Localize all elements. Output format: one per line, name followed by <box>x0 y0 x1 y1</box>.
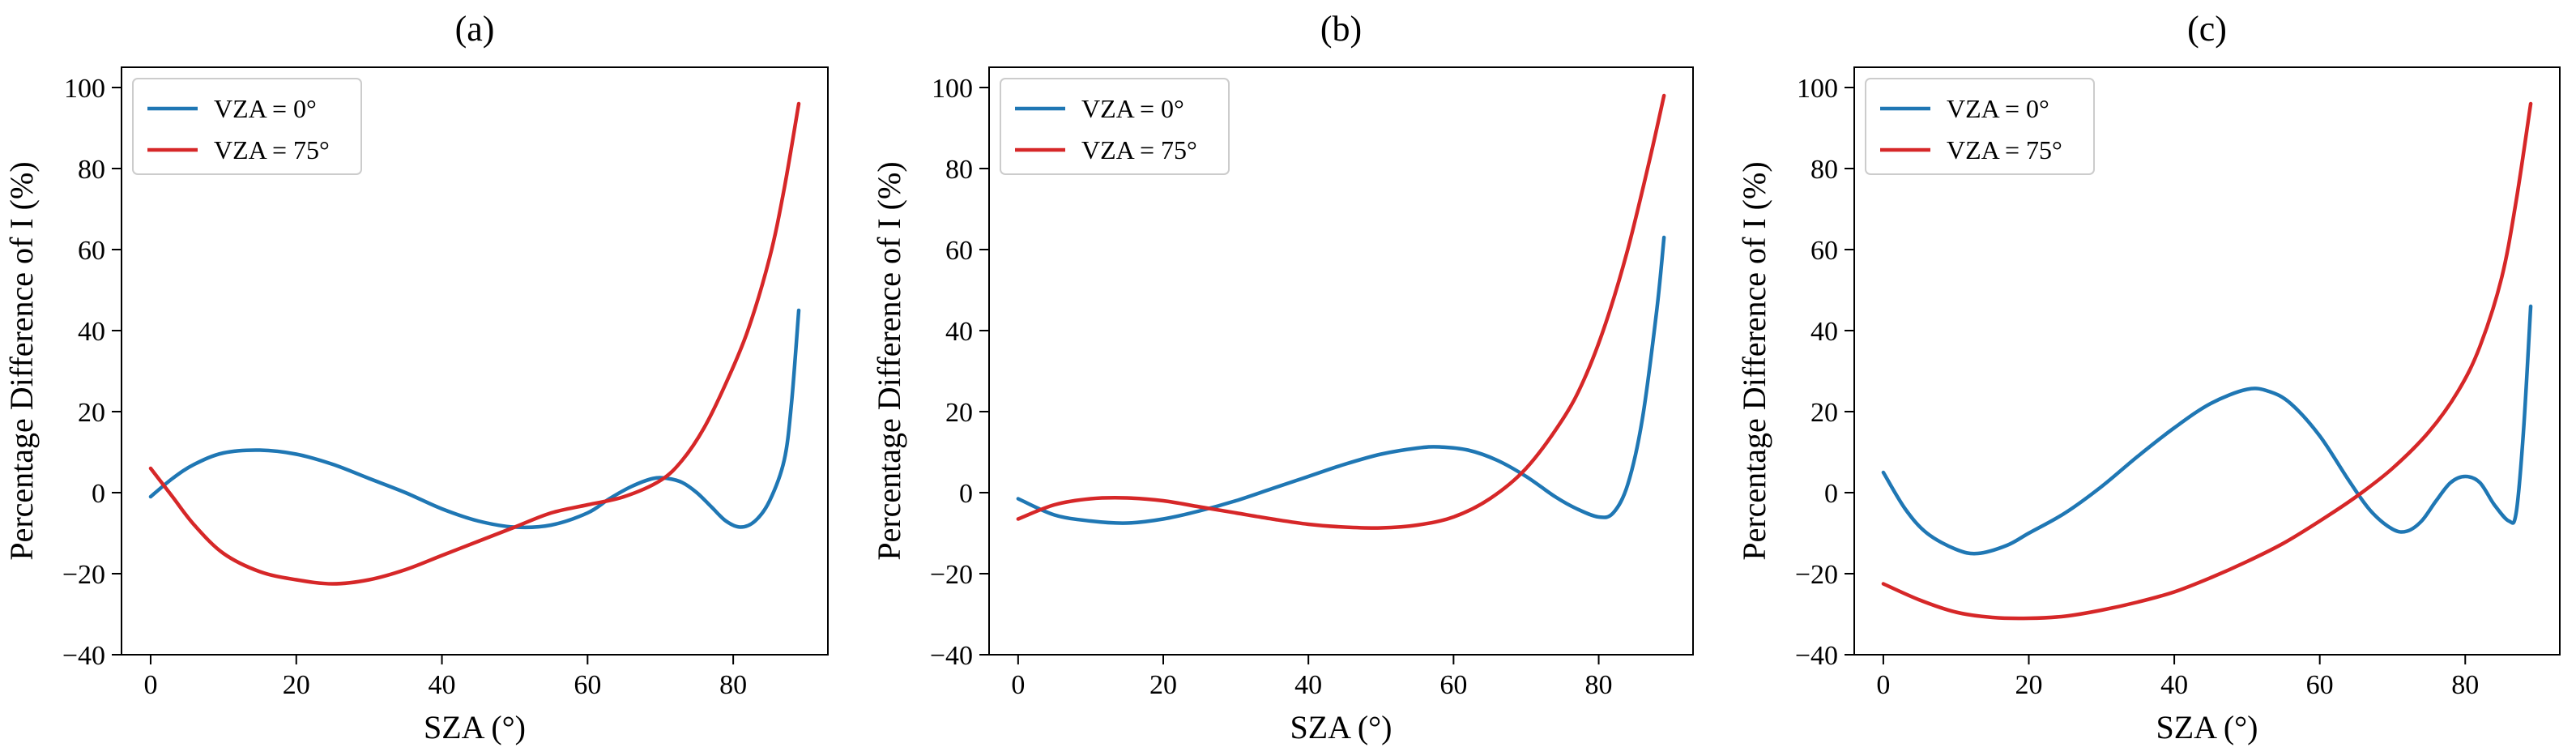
y-tick-label: −20 <box>930 560 973 590</box>
x-axis-label: SZA (°) <box>2156 709 2258 745</box>
legend: VZA = 0° VZA = 75° <box>1000 78 1230 175</box>
y-tick-label: 80 <box>1810 155 1838 185</box>
y-tick-label: −40 <box>1795 641 1838 671</box>
legend: VZA = 0° VZA = 75° <box>1865 78 2095 175</box>
y-tick-label: 40 <box>78 317 105 347</box>
x-tick-label: 20 <box>2015 670 2043 700</box>
y-tick-label: 0 <box>1824 479 1838 509</box>
x-tick-label: 40 <box>429 670 456 700</box>
y-axis-label: Percentage Difference of I (%) <box>871 161 907 560</box>
y-tick-label: 80 <box>78 155 105 185</box>
legend-label: VZA = 0° <box>1947 94 2049 123</box>
x-tick-label: 60 <box>574 670 601 700</box>
x-tick-label: 40 <box>2160 670 2188 700</box>
y-axis-label: Percentage Difference of I (%) <box>1736 161 1772 560</box>
series-line-vza-75 <box>1016 93 1666 530</box>
x-tick-label: 20 <box>283 670 310 700</box>
x-tick-label: 20 <box>1149 670 1177 700</box>
axes-frame <box>988 66 1694 656</box>
y-tick-label: −20 <box>62 560 105 590</box>
y-tick-label: −40 <box>62 641 105 671</box>
y-tick-label: 20 <box>1810 398 1838 428</box>
x-tick-label: 60 <box>2306 670 2334 700</box>
axes-frame <box>1853 66 2561 656</box>
legend-label: VZA = 75° <box>1947 135 2062 164</box>
y-tick-label: 0 <box>959 479 973 509</box>
y-tick-label: 20 <box>78 398 105 428</box>
panel-title: (b) <box>1320 9 1362 49</box>
y-tick-label: 20 <box>945 398 973 428</box>
panel-3: (c) 0 20 40 60 80 −40 −20 0 20 40 60 80 100 SZA (°) Per… <box>1736 9 2561 745</box>
y-tick-label: 0 <box>92 479 105 509</box>
y-tick-label: −20 <box>1795 560 1838 590</box>
series-line-vza-0 <box>148 308 801 530</box>
panel-2: (b) 0 20 40 60 80 −40 −20 0 20 40 60 80 100 SZA (°) Per… <box>871 9 1694 745</box>
y-tick-label: 40 <box>945 317 973 347</box>
x-axis-label: SZA (°) <box>424 709 526 745</box>
legend-label: VZA = 0° <box>214 94 317 123</box>
y-axis-label: Percentage Difference of I (%) <box>3 161 40 560</box>
x-axis-label: SZA (°) <box>1290 709 1392 745</box>
x-tick-label: 60 <box>1439 670 1467 700</box>
legend-label: VZA = 0° <box>1081 94 1184 123</box>
panel-1: (a) 0 20 40 60 80 −40 −20 0 20 40 60 80 100 SZA (°) Per… <box>3 9 829 745</box>
axes-frame <box>121 66 829 656</box>
series-line-vza-75 <box>148 101 801 586</box>
y-tick-label: 60 <box>78 236 105 266</box>
y-tick-label: 100 <box>64 74 105 104</box>
y-tick-label: −40 <box>930 641 973 671</box>
y-tick-label: 100 <box>932 74 973 104</box>
legend-label: VZA = 75° <box>1081 135 1197 164</box>
panel-title: (a) <box>455 9 495 49</box>
series-line-vza-0 <box>1881 304 2533 556</box>
legend: VZA = 0° VZA = 75° <box>132 78 362 175</box>
x-tick-label: 80 <box>1585 670 1613 700</box>
y-tick-label: 60 <box>945 236 973 266</box>
x-tick-label: 0 <box>143 670 157 700</box>
y-tick-label: 60 <box>1810 236 1838 266</box>
x-tick-label: 40 <box>1294 670 1322 700</box>
legend-label: VZA = 75° <box>214 135 330 164</box>
x-tick-label: 0 <box>1011 670 1025 700</box>
x-tick-label: 0 <box>1876 670 1890 700</box>
y-tick-label: 80 <box>945 155 973 185</box>
x-tick-label: 80 <box>719 670 747 700</box>
x-tick-label: 80 <box>2451 670 2479 700</box>
series-line-vza-75 <box>1881 101 2533 621</box>
panel-title: (c) <box>2187 9 2227 49</box>
y-tick-label: 40 <box>1810 317 1838 347</box>
series-line-vza-0 <box>1016 235 1666 525</box>
y-tick-label: 100 <box>1797 74 1838 104</box>
